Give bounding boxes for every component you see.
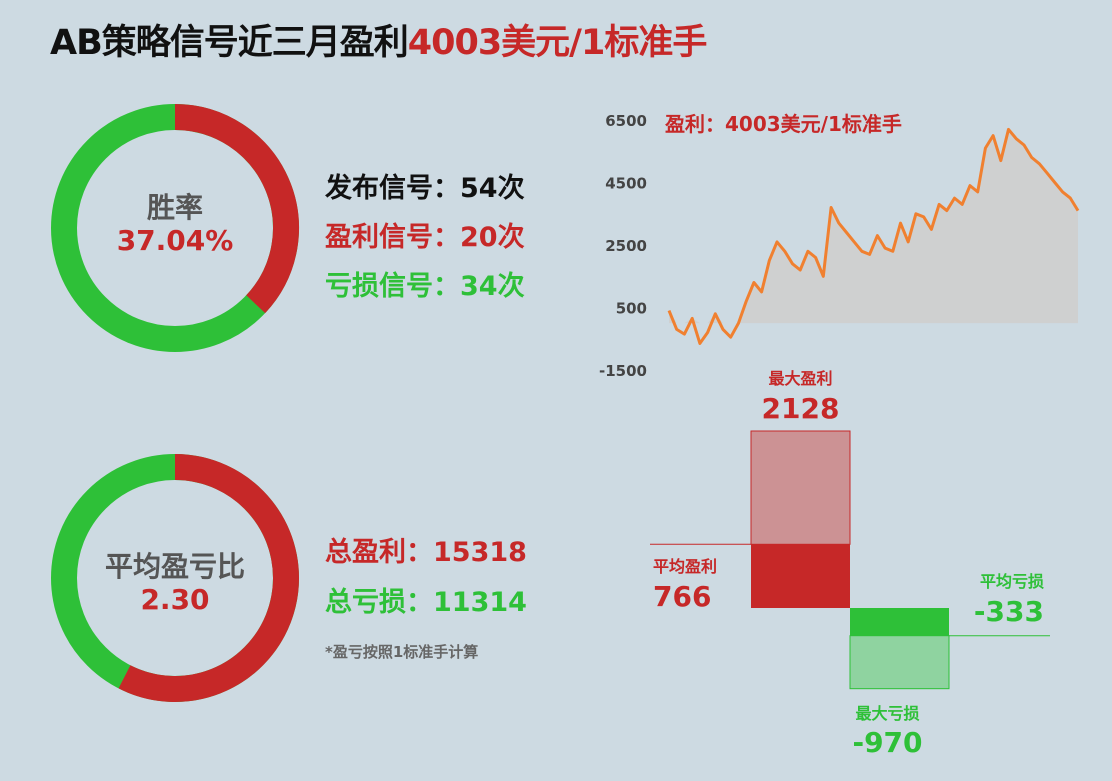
win-rate-value: 37.04% (116, 224, 234, 257)
max-loss-label: 最大亏损 (855, 704, 919, 723)
avg-profit-bar (751, 544, 850, 608)
y-tick-label: 6500 (605, 112, 647, 130)
page-title: AB策略信号近三月盈利4003美元/1标准手 (50, 14, 708, 65)
win-rate-center: 胜率 37.04% (75, 192, 275, 258)
loss-signals: 亏损信号：34次 (325, 271, 525, 302)
win-rate-label: 胜率 (146, 191, 203, 224)
ratio-center: 平均盈亏比 2.30 (75, 551, 275, 617)
profit-line (667, 127, 1080, 345)
profit-loss-bar-chart: 最大盈利 2128 平均盈利 766 平均亏损 -333 最大亏损 -970 (650, 369, 1050, 759)
total-loss: 总亏损：11314 (325, 587, 527, 618)
ratio-value: 2.30 (140, 583, 210, 616)
profit-area (669, 129, 1078, 324)
profit-curve-chart: 6500 4500 2500 500 -1500 盈利：4003美元/1标准手 (599, 112, 1080, 380)
y-tick-label: -1500 (599, 362, 647, 380)
win-rate-donut (51, 104, 299, 352)
max-profit-value: 2128 (762, 392, 840, 425)
max-loss-value: -970 (852, 726, 922, 759)
max-profit-label: 最大盈利 (768, 369, 832, 388)
title-highlight: 4003美元/1标准手 (407, 23, 708, 63)
ratio-profit-arc (118, 454, 299, 702)
profit-signals: 盈利信号：20次 (325, 222, 525, 253)
y-tick-label: 4500 (605, 175, 647, 193)
avg-profit-label: 平均盈利 (653, 557, 717, 576)
max-profit-bar (750, 430, 851, 545)
avg-loss-value: -333 (974, 595, 1044, 628)
y-tick-label: 2500 (605, 237, 647, 255)
bar-group: 最大盈利 2128 平均盈利 766 平均亏损 -333 最大亏损 -970 (650, 369, 1050, 759)
calc-note: *盈亏按照1标准手计算 (325, 643, 479, 661)
avg-profit-value: 766 (653, 580, 711, 613)
ratio-label: 平均盈亏比 (104, 550, 245, 583)
total-profit: 总盈利：15318 (325, 537, 527, 568)
max-loss-bar (849, 635, 950, 690)
profit-annotation: 盈利：4003美元/1标准手 (664, 112, 902, 136)
y-axis-ticks: 6500 4500 2500 500 -1500 (599, 112, 647, 380)
published-signals: 发布信号：54次 (325, 173, 525, 204)
ratio-donut (51, 454, 299, 702)
y-tick-label: 500 (616, 300, 647, 318)
win-rate-win-arc (174, 104, 299, 314)
avg-loss-label: 平均亏损 (980, 572, 1044, 591)
title-text: AB策略信号近三月盈利 (50, 23, 409, 63)
avg-loss-bar (850, 608, 949, 636)
